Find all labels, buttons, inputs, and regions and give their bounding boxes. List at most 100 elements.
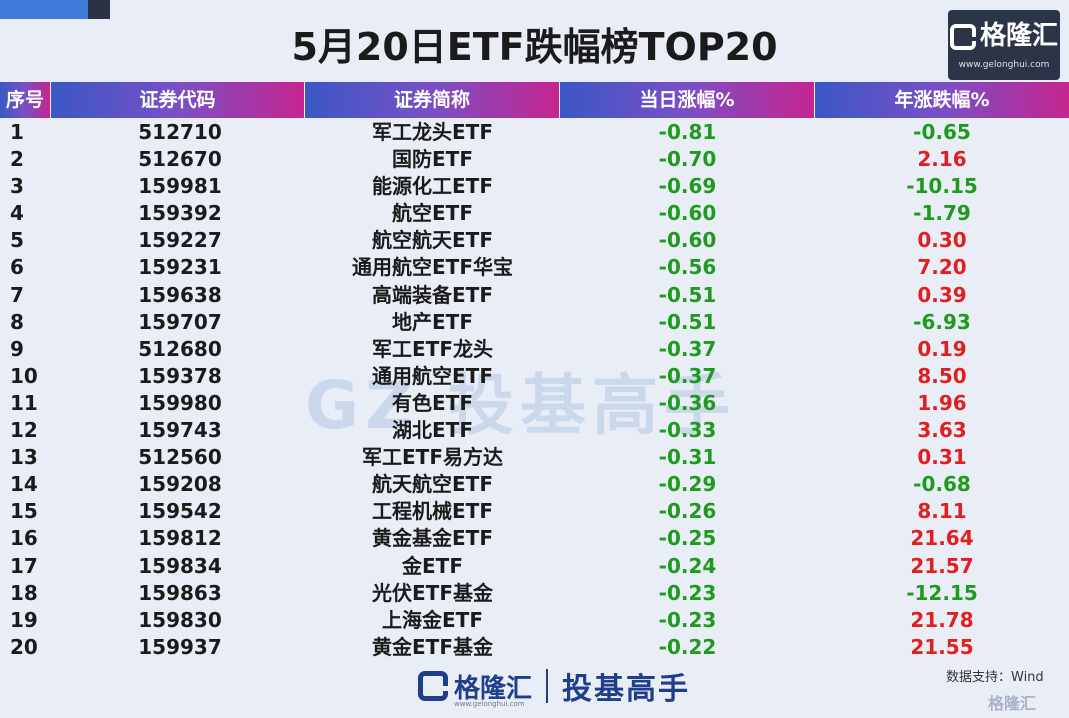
row-code: 159981 bbox=[138, 174, 222, 199]
row-year-change: 8.50 bbox=[917, 363, 967, 388]
table-row: 10 159378 通用航空ETF -0.37 8.50 bbox=[0, 363, 1069, 390]
row-code: 159863 bbox=[138, 580, 222, 605]
row-code: 159707 bbox=[138, 309, 222, 334]
row-day-change: -0.37 bbox=[658, 336, 717, 361]
row-day-change: -0.60 bbox=[658, 228, 717, 253]
row-code: 159227 bbox=[138, 228, 222, 253]
row-name: 黄金基金ETF bbox=[372, 526, 493, 551]
row-day-change: -0.60 bbox=[658, 201, 717, 226]
row-day-change: -0.25 bbox=[658, 526, 717, 551]
row-code: 159830 bbox=[138, 607, 222, 632]
row-year-change: 0.19 bbox=[917, 336, 967, 361]
row-day-change: -0.51 bbox=[658, 309, 717, 334]
header-year-change: 年涨跌幅% bbox=[815, 82, 1069, 118]
corner-decoration bbox=[0, 0, 110, 19]
row-name: 航空ETF bbox=[392, 201, 473, 226]
row-index: 16 bbox=[10, 526, 38, 551]
table-row: 13 512560 军工ETF易方达 -0.31 0.31 bbox=[0, 444, 1069, 471]
row-day-change: -0.33 bbox=[658, 418, 717, 443]
row-day-change: -0.29 bbox=[658, 472, 717, 497]
header-code: 证券代码 bbox=[51, 82, 304, 118]
row-index: 14 bbox=[10, 472, 38, 497]
row-code: 159231 bbox=[138, 255, 222, 280]
row-day-change: -0.69 bbox=[658, 174, 717, 199]
row-code: 159208 bbox=[138, 472, 222, 497]
watermark: GZ 投基高手 bbox=[305, 367, 737, 444]
row-code: 159392 bbox=[138, 201, 222, 226]
table-row: 16 159812 黄金基金ETF -0.25 21.64 bbox=[0, 525, 1069, 552]
row-year-change: 0.39 bbox=[917, 282, 967, 307]
table-row: 7 159638 高端装备ETF -0.51 0.39 bbox=[0, 282, 1069, 309]
row-code: 159743 bbox=[138, 418, 222, 443]
row-name: 上海金ETF bbox=[382, 607, 483, 632]
row-name: 高端装备ETF bbox=[372, 282, 493, 307]
row-day-change: -0.22 bbox=[658, 634, 717, 659]
footer-url: www.gelonghui.com bbox=[454, 700, 525, 708]
table-row: 3 159981 能源化工ETF -0.69 -10.15 bbox=[0, 173, 1069, 200]
row-index: 2 bbox=[10, 147, 24, 172]
row-index: 9 bbox=[10, 336, 24, 361]
table-row: 18 159863 光伏ETF基金 -0.23 -12.15 bbox=[0, 580, 1069, 607]
row-year-change: -0.65 bbox=[913, 120, 971, 144]
row-name: 航空航天ETF bbox=[372, 228, 493, 253]
row-year-change: 21.64 bbox=[910, 526, 974, 551]
row-code: 512680 bbox=[138, 336, 222, 361]
row-year-change: 8.11 bbox=[917, 499, 967, 524]
row-code: 159638 bbox=[138, 282, 222, 307]
row-day-change: -0.81 bbox=[658, 120, 717, 144]
row-index: 3 bbox=[10, 174, 24, 199]
row-index: 5 bbox=[10, 228, 24, 253]
footer-brand: 格隆汇 bbox=[454, 673, 533, 704]
row-name: 能源化工ETF bbox=[372, 174, 493, 199]
table-header: 序号 证券代码 证券简称 当日涨幅% 年涨跌幅% bbox=[0, 82, 1069, 118]
brand-logo: 格隆汇 www.gelonghui.com bbox=[948, 10, 1060, 80]
row-day-change: -0.24 bbox=[658, 553, 717, 578]
row-year-change: 0.31 bbox=[917, 445, 967, 470]
row-code: 512560 bbox=[138, 445, 222, 470]
row-day-change: -0.37 bbox=[658, 363, 717, 388]
row-code: 159980 bbox=[138, 390, 222, 415]
table-row: 15 159542 工程机械ETF -0.26 8.11 bbox=[0, 498, 1069, 525]
row-name: 军工ETF龙头 bbox=[372, 336, 493, 361]
header-day-change: 当日涨幅% bbox=[560, 82, 814, 118]
row-name: 通用航空ETF华宝 bbox=[352, 255, 513, 280]
row-index: 8 bbox=[10, 309, 24, 334]
row-year-change: 7.20 bbox=[917, 255, 967, 280]
table-row: 4 159392 航空ETF -0.60 -1.79 bbox=[0, 200, 1069, 227]
table-row: 1 512710 军工龙头ETF -0.81 -0.65 bbox=[0, 119, 1069, 146]
page-title: 5月20日ETF跌幅榜TOP20 bbox=[291, 25, 778, 69]
footer-divider bbox=[546, 669, 549, 703]
row-name: 军工ETF易方达 bbox=[362, 445, 503, 470]
table-body: 1 512710 军工龙头ETF -0.81 -0.65 2 512670 国防ETF -0.7… bbox=[0, 119, 1069, 661]
row-name: 军工龙头ETF bbox=[372, 120, 493, 144]
row-index: 6 bbox=[10, 255, 24, 280]
row-day-change: -0.51 bbox=[658, 282, 717, 307]
corner-brand: 格隆汇 bbox=[988, 694, 1037, 713]
row-name: 工程机械ETF bbox=[372, 499, 493, 524]
g-logo-icon bbox=[949, 23, 976, 50]
table-row: 19 159830 上海金ETF -0.23 21.78 bbox=[0, 607, 1069, 634]
row-year-change: -10.15 bbox=[906, 174, 978, 199]
row-year-change: 21.55 bbox=[910, 634, 974, 659]
row-index: 15 bbox=[10, 499, 38, 524]
footer-logo: 格隆汇 www.gelonghui.com 投基高手 bbox=[418, 664, 690, 708]
row-year-change: 3.63 bbox=[917, 418, 967, 443]
row-year-change: 1.96 bbox=[917, 390, 967, 415]
row-year-change: -12.15 bbox=[906, 580, 978, 605]
header-name: 证券简称 bbox=[305, 82, 559, 118]
table-row: 20 159937 黄金ETF基金 -0.22 21.55 bbox=[0, 634, 1069, 661]
row-code: 159834 bbox=[138, 553, 222, 578]
row-name: 通用航空ETF bbox=[372, 363, 493, 388]
row-name: 地产ETF bbox=[392, 309, 473, 334]
row-code: 159378 bbox=[138, 363, 222, 388]
row-index: 17 bbox=[10, 553, 38, 578]
table-row: 11 159980 有色ETF -0.36 1.96 bbox=[0, 390, 1069, 417]
row-name: 航天航空ETF bbox=[372, 472, 493, 497]
row-index: 18 bbox=[10, 580, 38, 605]
row-index: 19 bbox=[10, 607, 38, 632]
row-day-change: -0.23 bbox=[658, 607, 717, 632]
row-code: 512710 bbox=[138, 120, 222, 144]
row-year-change: -1.79 bbox=[913, 201, 971, 226]
row-day-change: -0.70 bbox=[658, 147, 717, 172]
row-name: 金ETF bbox=[402, 553, 463, 578]
